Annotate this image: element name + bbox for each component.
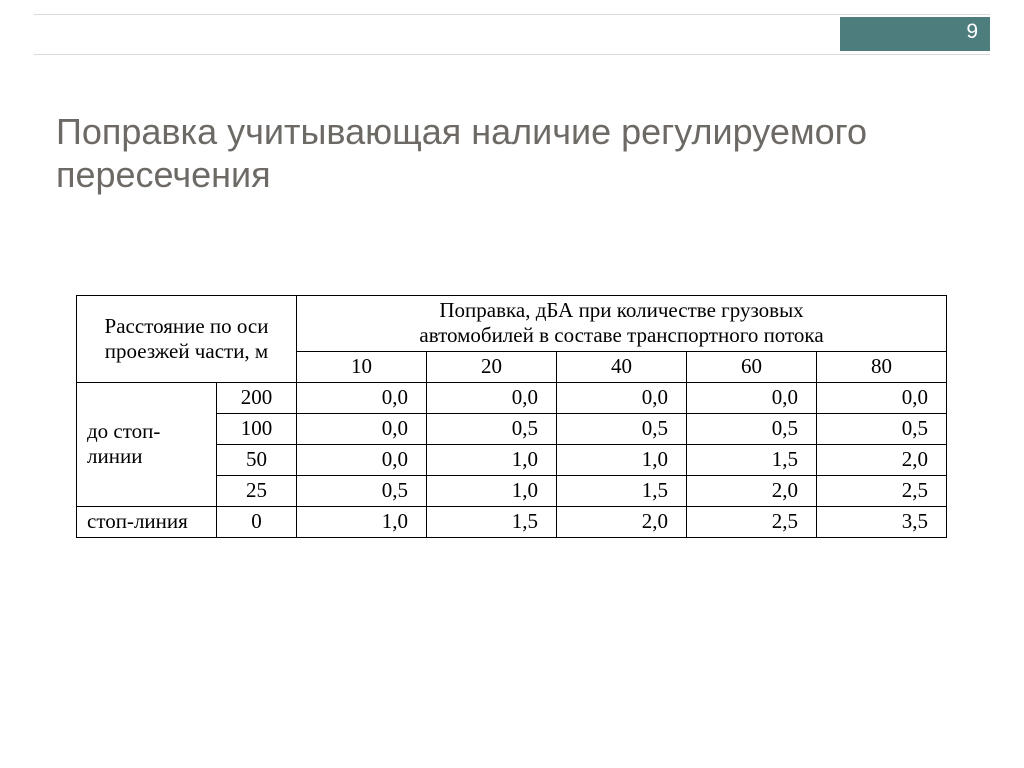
value: 1,0 (557, 445, 687, 476)
header-left-line2: проезжей части, м (105, 339, 268, 363)
distance: 0 (217, 507, 297, 538)
value: 0,0 (297, 445, 427, 476)
group-label: до стоп-линии (77, 383, 217, 507)
value: 0,0 (427, 383, 557, 414)
value: 0,0 (557, 383, 687, 414)
header-left-line1: Расстояние по оси (105, 314, 269, 338)
value: 0,0 (817, 383, 947, 414)
header-right-line1: Поправка, дБА при количестве грузовых (439, 298, 803, 322)
header-right-line2: автомобилей в составе транспортного пото… (419, 323, 823, 347)
col-10: 10 (297, 352, 427, 383)
header-left: Расстояние по оси проезжей части, м (77, 296, 297, 383)
distance: 100 (217, 414, 297, 445)
value: 3,5 (817, 507, 947, 538)
table-row: стоп-линия 0 1,0 1,5 2,0 2,5 3,5 (77, 507, 947, 538)
data-table: Расстояние по оси проезжей части, м Попр… (76, 295, 947, 538)
value: 2,0 (557, 507, 687, 538)
header-rule-lower (34, 54, 990, 55)
value: 0,0 (297, 414, 427, 445)
correction-table: Расстояние по оси проезжей части, м Попр… (76, 295, 946, 538)
value: 0,5 (557, 414, 687, 445)
distance: 200 (217, 383, 297, 414)
value: 2,5 (687, 507, 817, 538)
table-row: до стоп-линии 200 0,0 0,0 0,0 0,0 0,0 (77, 383, 947, 414)
slide: 9 Поправка учитывающая наличие регулируе… (0, 0, 1024, 768)
value: 0,0 (297, 383, 427, 414)
value: 1,0 (427, 445, 557, 476)
slide-title: Поправка учитывающая наличие регулируемо… (56, 110, 944, 196)
header-rule-upper (34, 14, 990, 15)
distance: 50 (217, 445, 297, 476)
col-60: 60 (687, 352, 817, 383)
value: 1,0 (297, 507, 427, 538)
value: 0,5 (427, 414, 557, 445)
header-bar: 9 (0, 14, 1024, 58)
col-40: 40 (557, 352, 687, 383)
value: 0,5 (687, 414, 817, 445)
page-number: 9 (966, 20, 978, 44)
value: 1,5 (687, 445, 817, 476)
table-header-row: Расстояние по оси проезжей части, м Попр… (77, 296, 947, 352)
value: 0,0 (687, 383, 817, 414)
col-80: 80 (817, 352, 947, 383)
value: 1,0 (427, 476, 557, 507)
value: 2,0 (687, 476, 817, 507)
value: 0,5 (817, 414, 947, 445)
group-label: стоп-линия (77, 507, 217, 538)
distance: 25 (217, 476, 297, 507)
value: 2,5 (817, 476, 947, 507)
value: 0,5 (297, 476, 427, 507)
value: 1,5 (427, 507, 557, 538)
value: 1,5 (557, 476, 687, 507)
col-20: 20 (427, 352, 557, 383)
header-right: Поправка, дБА при количестве грузовых ав… (297, 296, 947, 352)
value: 2,0 (817, 445, 947, 476)
